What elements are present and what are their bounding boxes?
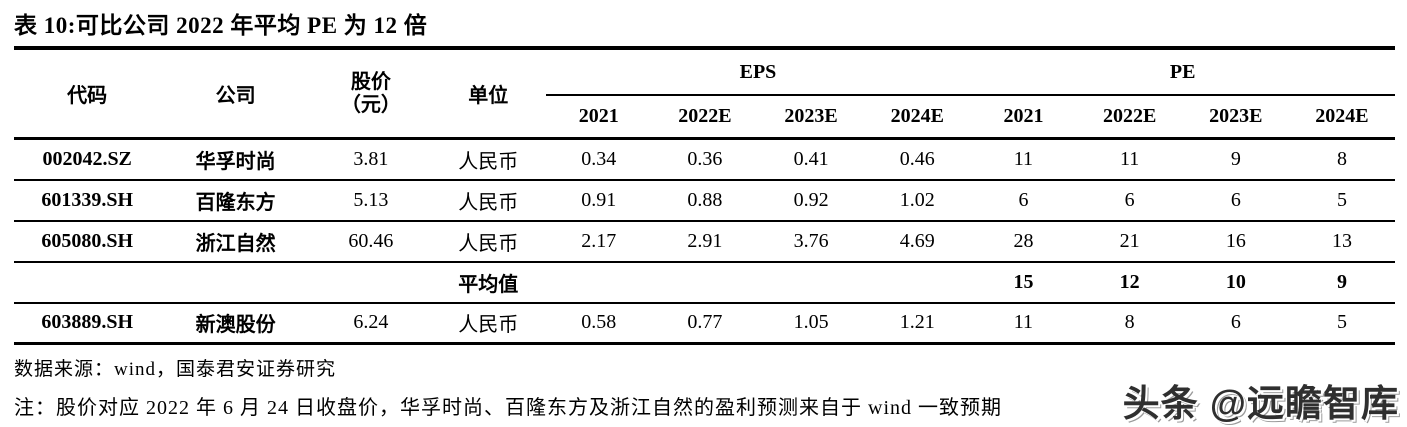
col-header-price-line1: 股价 — [350, 70, 391, 93]
col-header-price: 股价 （元） — [311, 50, 431, 139]
pe-2021: 11 — [1013, 147, 1034, 170]
pe-2021: 11 — [1013, 311, 1034, 334]
table-row-zhejiang: 605080.SH 浙江自然 60.46 人民币 2.17 2.91 3.76 … — [14, 221, 1395, 262]
eps-2021: 0.58 — [581, 311, 617, 334]
eps-2022e: 0.77 — [687, 311, 723, 334]
empty-cell — [864, 262, 970, 303]
data-source-line: 数据来源：wind，国泰君安证券研究 — [14, 359, 337, 380]
stock-code: 002042.SZ — [42, 147, 132, 170]
comparable-companies-table: 代码 公司 股价 （元） 单位 EPS PE 2021 2022E 2023E … — [14, 50, 1395, 345]
table-title-block: 表 10:可比公司 2022 年平均 PE 为 12 倍 — [14, 4, 1395, 50]
pe-2022e: 8 — [1124, 311, 1135, 334]
watermark-toutiao-yuanzhan: 头条 @远瞻智库 — [1122, 383, 1399, 424]
eps-year-2021: 2021 — [578, 105, 619, 127]
currency-unit: 人民币 — [458, 191, 519, 214]
col-header-code: 代码 — [67, 85, 108, 107]
eps-2022e: 0.36 — [687, 147, 723, 170]
col-group-eps: EPS — [545, 50, 971, 96]
eps-year-2022e: 2022E — [678, 105, 732, 127]
eps-2023e: 1.05 — [793, 311, 829, 334]
company-name: 新澳股份 — [195, 314, 276, 337]
stock-price: 5.13 — [353, 188, 389, 211]
empty-cell — [14, 262, 160, 303]
eps-2021: 0.91 — [581, 188, 617, 211]
col-header-unit: 单位 — [468, 85, 509, 107]
eps-2023e: 3.76 — [793, 229, 829, 252]
eps-2022e: 2.91 — [687, 229, 723, 252]
empty-cell — [546, 262, 652, 303]
table-row-xinao: 603889.SH 新澳股份 6.24 人民币 0.58 0.77 1.05 1… — [14, 303, 1395, 344]
avg-pe-2022e: 12 — [1119, 270, 1140, 293]
pe-2022e: 6 — [1124, 188, 1135, 211]
pe-2024e: 13 — [1331, 229, 1352, 252]
pe-2023e: 16 — [1225, 229, 1246, 252]
stock-price: 6.24 — [353, 311, 389, 334]
table-header: 代码 公司 股价 （元） 单位 EPS PE 2021 2022E 2023E … — [14, 50, 1395, 139]
table-title: 表 10:可比公司 2022 年平均 PE 为 12 倍 — [14, 13, 428, 38]
eps-year-2023e: 2023E — [784, 105, 838, 127]
stock-price: 60.46 — [348, 229, 394, 252]
pe-2024e: 8 — [1336, 147, 1347, 170]
table-row-huafu: 002042.SZ 华孚时尚 3.81 人民币 0.34 0.36 0.41 0… — [14, 139, 1395, 180]
col-header-company: 公司 — [215, 85, 256, 107]
empty-cell — [311, 262, 431, 303]
pe-year-2022e: 2022E — [1102, 105, 1157, 127]
pe-2024e: 5 — [1336, 311, 1347, 334]
eps-2024e: 4.69 — [899, 229, 935, 252]
footnote-line: 注：股价对应 2022 年 6 月 24 日收盘价，华孚时尚、百隆东方及浙江自然… — [14, 397, 1002, 419]
pe-year-2023e: 2023E — [1209, 105, 1263, 127]
eps-2024e: 0.46 — [899, 147, 935, 170]
empty-cell — [652, 262, 758, 303]
eps-2024e: 1.21 — [899, 311, 935, 334]
eps-2023e: 0.41 — [793, 147, 829, 170]
pe-year-2021: 2021 — [1003, 105, 1044, 127]
pe-2022e: 11 — [1119, 147, 1140, 170]
stock-code: 603889.SH — [41, 311, 134, 334]
stock-price: 3.81 — [353, 147, 389, 170]
company-name: 华孚时尚 — [195, 150, 276, 173]
pe-2023e: 9 — [1230, 147, 1241, 170]
empty-cell — [160, 262, 311, 303]
table-row-average: 平均值 15 12 10 9 — [14, 262, 1395, 303]
header-group-row: 代码 公司 股价 （元） 单位 EPS PE — [14, 50, 1395, 116]
avg-pe-2024e: 9 — [1336, 270, 1347, 293]
stock-code: 601339.SH — [41, 188, 134, 211]
eps-2021: 2.17 — [581, 229, 617, 252]
table-row-bailong: 601339.SH 百隆东方 5.13 人民币 0.91 0.88 0.92 1… — [14, 180, 1395, 221]
stock-code: 605080.SH — [41, 229, 134, 252]
eps-2023e: 0.92 — [793, 188, 829, 211]
eps-year-2024e: 2024E — [890, 105, 944, 127]
avg-pe-2021: 15 — [1013, 270, 1034, 293]
pe-2021: 6 — [1018, 188, 1029, 211]
pe-2023e: 6 — [1230, 311, 1241, 334]
avg-pe-2023e: 10 — [1225, 270, 1246, 293]
currency-unit: 人民币 — [458, 232, 519, 255]
col-header-price-line2: （元） — [340, 93, 401, 116]
currency-unit: 人民币 — [458, 150, 519, 173]
col-group-pe: PE — [970, 50, 1395, 96]
currency-unit: 人民币 — [458, 314, 519, 337]
eps-2022e: 0.88 — [687, 188, 723, 211]
pe-2024e: 5 — [1336, 188, 1347, 211]
eps-2024e: 1.02 — [899, 188, 935, 211]
average-label: 平均值 — [458, 273, 519, 296]
eps-2021: 0.34 — [581, 147, 617, 170]
empty-cell — [758, 262, 864, 303]
pe-year-2024e: 2024E — [1315, 105, 1369, 127]
pe-2022e: 21 — [1119, 229, 1140, 252]
company-name: 浙江自然 — [195, 232, 276, 255]
company-name: 百隆东方 — [195, 191, 276, 214]
header-years-row: 2021 2022E 2023E 2024E 2021 2022E 2023E … — [14, 95, 1395, 139]
pe-2023e: 6 — [1230, 188, 1241, 211]
pe-2021: 28 — [1013, 229, 1034, 252]
